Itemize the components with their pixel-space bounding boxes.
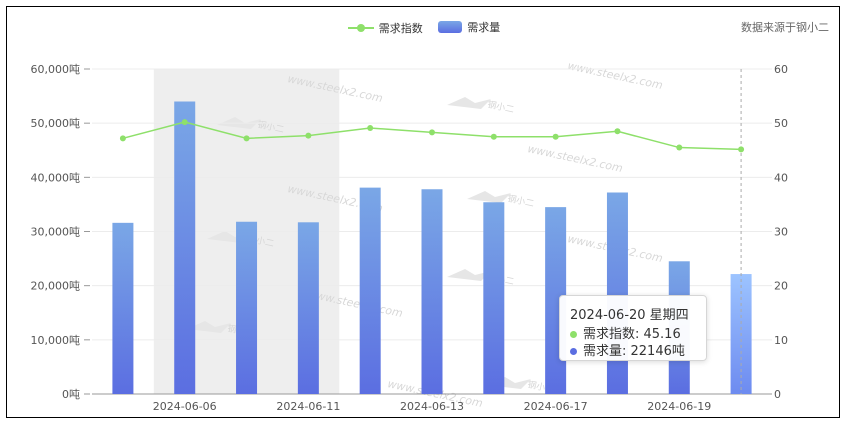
index-point-2024-06-18 — [614, 128, 621, 135]
bar-2024-06-12 — [359, 187, 381, 394]
y-right-tick-label: 20 — [774, 280, 788, 293]
index-point-2024-06-13 — [429, 129, 435, 136]
watermark-logo-icon — [447, 97, 491, 109]
watermark-logo-icon — [187, 321, 231, 333]
bar-2024-06-07 — [236, 221, 258, 394]
bar-2024-06-14 — [483, 202, 505, 394]
legend-label-index: 需求指数 — [378, 22, 423, 35]
index-point-2024-06-05 — [119, 135, 126, 142]
index-point-2024-06-11 — [305, 132, 312, 139]
index-point-2024-06-17 — [552, 133, 559, 140]
tooltip-row-index: 需求指数: 45.16 — [570, 326, 696, 343]
legend-item-volume[interactable]: 需求量 — [438, 19, 500, 35]
chart-canvas[interactable]: www.steelx2.com www.steelx2.comwww.steelx… — [7, 7, 840, 418]
bar-2024-06-11 — [297, 222, 319, 394]
x-tick-label: 2024-06-11 — [276, 400, 340, 413]
bar-swatch-icon — [438, 21, 463, 33]
tooltip-value-volume: 需求量: 22146吨 — [583, 344, 685, 359]
watermark-logo-icon — [447, 269, 491, 281]
legend-label-volume: 需求量 — [467, 21, 501, 34]
watermark-brand: 钢小二 — [486, 98, 515, 115]
watermark-brand: 钢小二 — [506, 192, 535, 209]
bar-2024-06-13 — [421, 189, 443, 394]
y-left-tick-label: 60,000吨 — [31, 63, 81, 76]
y-right-tick-label: 40 — [774, 171, 788, 184]
watermark-text: www.steelx2.com — [566, 59, 664, 92]
watermark-logo-icon — [467, 191, 511, 203]
tooltip-value-index: 需求指数: 45.16 — [583, 327, 681, 342]
line-swatch-icon — [347, 23, 374, 33]
chart-legend: 需求指数 需求量 — [7, 19, 839, 36]
tooltip-dot-index-icon — [570, 331, 577, 338]
x-tick-label: 2024-06-06 — [153, 400, 217, 413]
y-left-tick-label: 40,000吨 — [31, 171, 81, 184]
y-right-tick-label: 0 — [774, 388, 781, 401]
y-right-tick-label: 10 — [774, 334, 788, 347]
x-tick-label: 2024-06-17 — [524, 400, 588, 413]
legend-item-index[interactable]: 需求指数 — [347, 20, 423, 36]
bar-2024-06-06 — [174, 101, 196, 394]
tooltip-row-volume: 需求量: 22146吨 — [570, 343, 696, 360]
y-left-tick-label: 30,000吨 — [31, 226, 81, 239]
y-left-tick-label: 20,000吨 — [31, 280, 81, 293]
watermark-text: www.steelx2.com — [526, 142, 624, 175]
tooltip-date: 2024-06-20 星期四 — [570, 308, 689, 323]
x-tick-label: 2024-06-13 — [400, 400, 464, 413]
index-point-2024-06-20 — [738, 146, 745, 153]
bar-2024-06-18 — [606, 192, 628, 394]
index-point-2024-06-19 — [676, 144, 683, 151]
x-tick-label: 2024-06-19 — [647, 400, 711, 413]
tooltip-dot-volume-icon — [570, 348, 577, 355]
index-point-2024-06-12 — [367, 125, 374, 132]
data-source-label: 数据来源于钢小二 — [741, 21, 829, 34]
y-right-tick-label: 60 — [774, 63, 788, 76]
y-left-tick-label: 10,000吨 — [31, 334, 81, 347]
index-point-2024-06-07 — [243, 135, 250, 142]
y-right-tick-label: 30 — [774, 226, 788, 239]
y-right-tick-label: 50 — [774, 117, 788, 130]
index-point-2024-06-14 — [490, 133, 497, 140]
chart-frame: www.steelx2.com www.steelx2.com www.steelx… — [6, 6, 840, 418]
chart-tooltip: 2024-06-20 星期四 需求指数: 45.16 需求量: 22146吨 — [559, 295, 707, 361]
bar-2024-06-05 — [112, 222, 134, 394]
y-left-tick-label: 0吨 — [62, 388, 80, 401]
y-left-tick-label: 50,000吨 — [31, 117, 81, 130]
index-point-2024-06-06 — [181, 119, 188, 126]
